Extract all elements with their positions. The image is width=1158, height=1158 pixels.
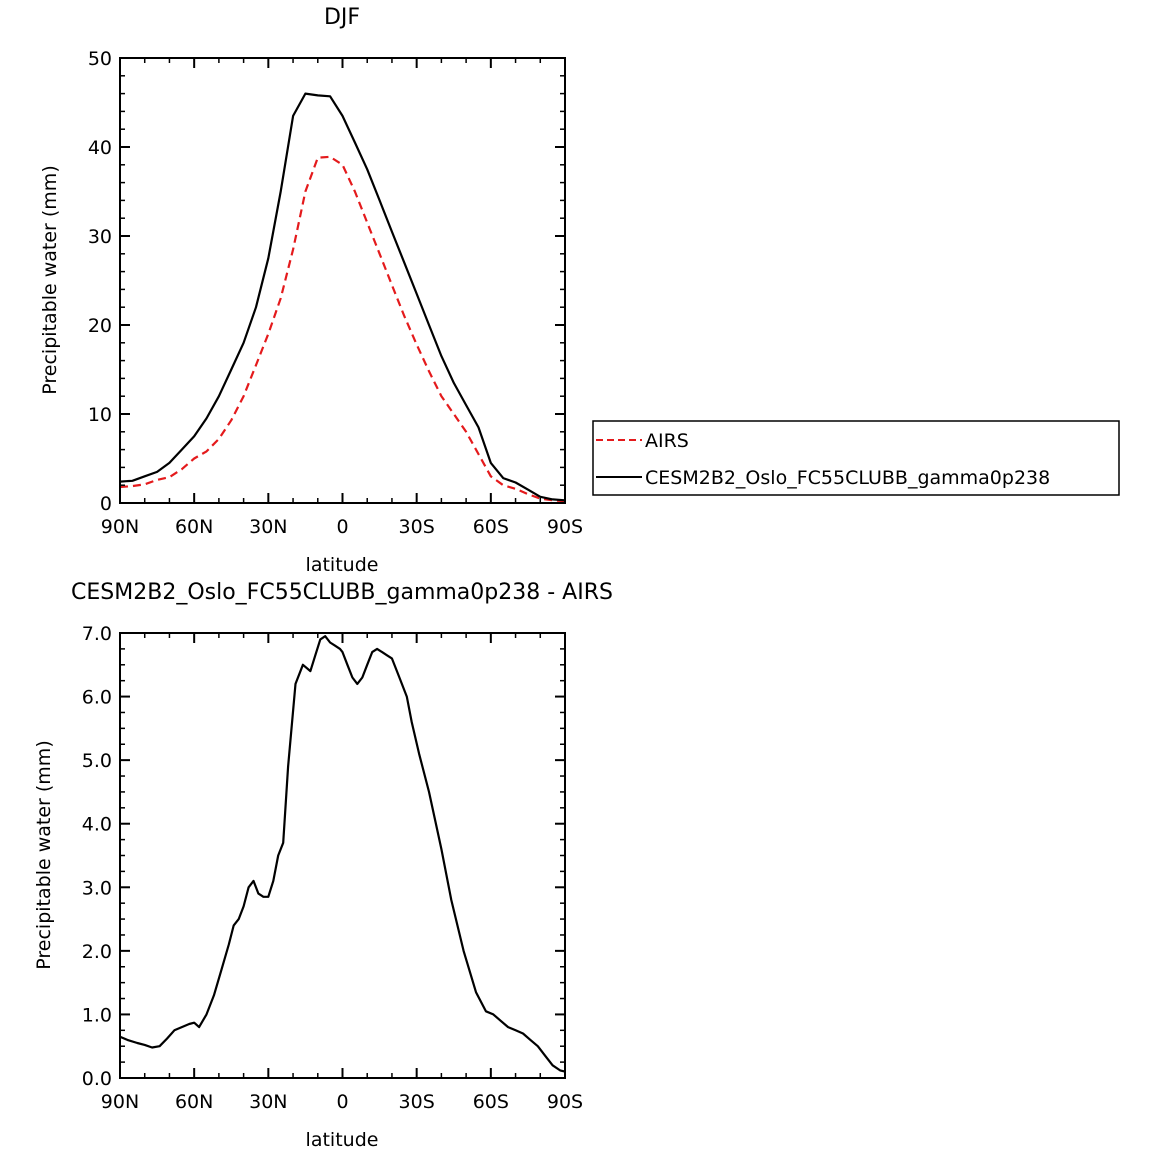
series-line-0 xyxy=(119,635,566,1073)
y-tick-label: 6.0 xyxy=(82,687,112,709)
x-tick-label: 30N xyxy=(249,1091,287,1113)
x-tick-label: 60S xyxy=(473,1091,509,1113)
x-tick-label: 30S xyxy=(399,516,435,538)
x-tick-label: 30S xyxy=(399,1091,435,1113)
x-tick-label: 0 xyxy=(336,516,348,538)
y-tick-label: 7.0 xyxy=(82,623,112,645)
axes: 90N 60N 30N 0 30S 60S 90S 0.0 1.0 2.0 3.0 4.0 5.0 6.0… xyxy=(82,623,583,1113)
x-axis-label: latitude xyxy=(306,554,379,576)
chart-title: DJF xyxy=(324,5,360,30)
y-tick-label: 3.0 xyxy=(82,877,112,899)
series-line-1 xyxy=(119,92,566,502)
y-tick-label: 10 xyxy=(88,404,112,426)
x-axis-label: latitude xyxy=(306,1129,379,1151)
legend-label-airs: AIRS xyxy=(645,430,689,452)
plot-frame xyxy=(119,632,566,1079)
y-axis-label: Precipitable water (mm) xyxy=(33,740,55,969)
x-tick-label: 90N xyxy=(101,1091,139,1113)
y-tick-label: 30 xyxy=(88,226,112,248)
y-tick-label: 5.0 xyxy=(82,750,112,772)
x-tick-label: 30N xyxy=(249,516,287,538)
x-tick-label: 60S xyxy=(473,516,509,538)
y-tick-label: 40 xyxy=(88,137,112,159)
x-tick-label: 60N xyxy=(175,516,213,538)
legend-box xyxy=(592,420,1120,496)
y-tick-label: 2.0 xyxy=(82,941,112,963)
x-tick-label: 90N xyxy=(101,516,139,538)
plot-frame xyxy=(119,57,566,504)
panel-difference: CESM2B2_Oslo_FC55CLUBB_gamma0p238 - AIRS… xyxy=(33,580,613,1151)
x-tick-label: 60N xyxy=(175,1091,213,1113)
y-tick-label: 1.0 xyxy=(82,1004,112,1026)
x-tick-label: 90S xyxy=(547,1091,583,1113)
y-tick-label: 0.0 xyxy=(82,1068,112,1090)
y-tick-label: 50 xyxy=(88,48,112,70)
axes: 90N 60N 30N 0 30S 60S 90S 0 10 20 30 40 50 xyxy=(88,48,583,538)
x-tick-label: 90S xyxy=(547,516,583,538)
legend-label-cesm: CESM2B2_Oslo_FC55CLUBB_gamma0p238 xyxy=(645,467,1050,489)
chart-title: CESM2B2_Oslo_FC55CLUBB_gamma0p238 - AIRS xyxy=(71,580,613,605)
series-line-0 xyxy=(119,155,566,503)
legend: AIRS CESM2B2_Oslo_FC55CLUBB_gamma0p238 xyxy=(592,420,1120,496)
panel-djf: DJF 90N 60N 30N 0 30S 60S 90S 0 10 20 30 40 50 latit… xyxy=(39,5,1120,576)
y-tick-label: 4.0 xyxy=(82,814,112,836)
y-tick-label: 0 xyxy=(100,493,112,515)
x-tick-label: 0 xyxy=(336,1091,348,1113)
y-tick-label: 20 xyxy=(88,315,112,337)
plot-area xyxy=(119,92,566,503)
y-axis-label: Precipitable water (mm) xyxy=(39,165,61,394)
plot-area xyxy=(119,635,566,1073)
